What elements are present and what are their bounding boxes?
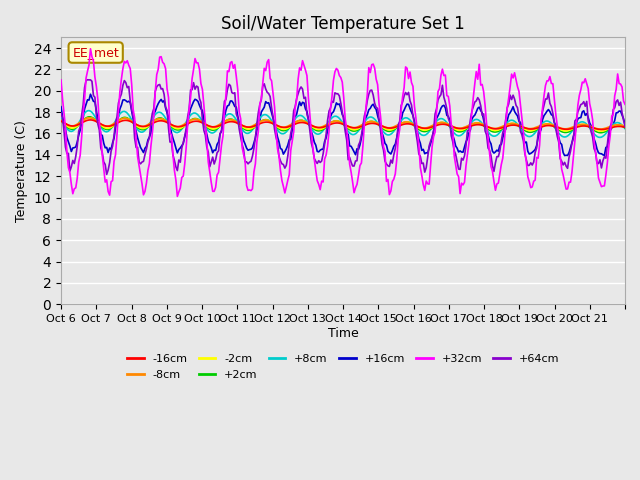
Title: Soil/Water Temperature Set 1: Soil/Water Temperature Set 1 bbox=[221, 15, 465, 33]
Legend: -16cm, -8cm, -2cm, +2cm, +8cm, +16cm, +32cm, +64cm: -16cm, -8cm, -2cm, +2cm, +8cm, +16cm, +3… bbox=[122, 350, 564, 384]
Text: EE_met: EE_met bbox=[72, 46, 119, 59]
X-axis label: Time: Time bbox=[328, 327, 358, 340]
Y-axis label: Temperature (C): Temperature (C) bbox=[15, 120, 28, 222]
